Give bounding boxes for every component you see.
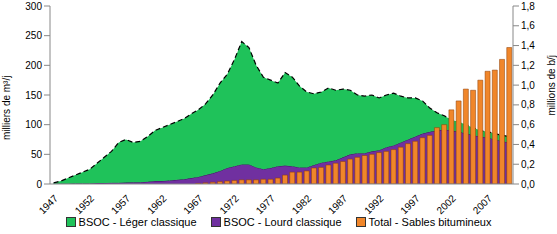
svg-text:1947: 1947 [37,192,61,216]
svg-text:50: 50 [31,149,43,160]
svg-text:1982: 1982 [290,192,314,216]
svg-text:1977: 1977 [254,192,278,216]
svg-text:1962: 1962 [145,192,169,216]
svg-text:0,0: 0,0 [521,179,535,190]
html-text:BSOC - Léger classique: BSOC - Léger classique [78,216,197,228]
svg-text:2007: 2007 [471,192,495,216]
svg-text:1,0: 1,0 [521,80,535,91]
svg-text:100: 100 [25,119,42,130]
svg-text:250: 250 [25,30,42,41]
svg-text:1952: 1952 [73,192,97,216]
svg-text:0,2: 0,2 [521,159,535,170]
svg-text:1,4: 1,4 [521,40,535,51]
svg-text:millions de b/j: millions de b/j [546,55,549,116]
svg-text:1987: 1987 [326,192,350,216]
svg-text:1,6: 1,6 [521,20,535,31]
svg-text:300: 300 [25,1,42,12]
svg-text:1957: 1957 [109,192,133,216]
svg-text:0,4: 0,4 [521,139,535,150]
svg-text:150: 150 [25,90,42,101]
html-text:Total - Sables bitumineux: Total - Sables bitumineux [368,216,492,228]
svg-text:0: 0 [36,179,42,190]
html-text:BSOC - Lourd classique: BSOC - Lourd classique [223,216,342,228]
svg-text:1,8: 1,8 [521,1,535,12]
svg-text:1997: 1997 [398,192,422,216]
svg-text:2002: 2002 [434,192,458,216]
svg-text:0,6: 0,6 [521,119,535,130]
svg-text:200: 200 [25,60,42,71]
svg-text:0,8: 0,8 [521,99,535,110]
svg-text:1972: 1972 [217,192,241,216]
svg-text:milliers de m³/j: milliers de m³/j [8,76,12,140]
svg-text:1967: 1967 [181,192,205,216]
svg-text:1992: 1992 [362,192,386,216]
svg-text:1,2: 1,2 [521,60,535,71]
